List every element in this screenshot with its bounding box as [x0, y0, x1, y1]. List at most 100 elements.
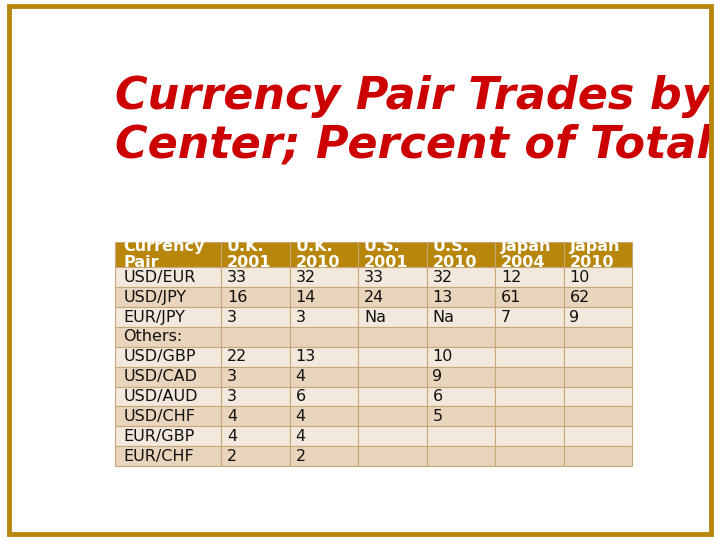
Bar: [222, 241, 290, 267]
Bar: [290, 267, 359, 287]
Text: 3: 3: [227, 369, 237, 384]
Bar: [359, 446, 427, 466]
Bar: [495, 287, 564, 307]
Text: 5: 5: [433, 409, 443, 424]
Bar: [115, 241, 222, 267]
Bar: [495, 387, 564, 407]
Bar: [359, 407, 427, 426]
Text: 10: 10: [433, 349, 453, 364]
Bar: [564, 407, 632, 426]
Text: 12: 12: [501, 270, 521, 285]
Bar: [495, 347, 564, 367]
Bar: [222, 446, 290, 466]
Bar: [115, 426, 222, 446]
Text: USD/CHF: USD/CHF: [124, 409, 196, 424]
Bar: [290, 307, 359, 327]
Bar: [222, 327, 290, 347]
Bar: [115, 367, 222, 387]
Text: 6: 6: [433, 389, 443, 404]
Bar: [495, 407, 564, 426]
Bar: [359, 287, 427, 307]
Bar: [222, 387, 290, 407]
Bar: [359, 387, 427, 407]
Text: U.K.
2001: U.K. 2001: [227, 239, 271, 270]
Text: Currency Pair Trades by Market
Center; Percent of Total for: Currency Pair Trades by Market Center; P…: [115, 75, 720, 166]
Text: 4: 4: [227, 429, 237, 444]
Bar: [115, 327, 222, 347]
Text: EUR/JPY: EUR/JPY: [124, 309, 186, 325]
Bar: [115, 267, 222, 287]
Text: 33: 33: [227, 270, 247, 285]
Bar: [115, 287, 222, 307]
Text: Currency
Pair: Currency Pair: [124, 239, 205, 270]
Bar: [290, 387, 359, 407]
Bar: [222, 407, 290, 426]
Bar: [564, 446, 632, 466]
Bar: [359, 307, 427, 327]
Bar: [290, 241, 359, 267]
Text: USD/JPY: USD/JPY: [124, 289, 186, 305]
Text: 13: 13: [433, 289, 453, 305]
Text: 3: 3: [227, 389, 237, 404]
Bar: [427, 347, 495, 367]
Text: 4: 4: [295, 429, 305, 444]
Text: 4: 4: [295, 409, 305, 424]
Text: 62: 62: [570, 289, 590, 305]
Bar: [564, 307, 632, 327]
Text: USD/EUR: USD/EUR: [124, 270, 196, 285]
Text: Na: Na: [433, 309, 454, 325]
Bar: [427, 241, 495, 267]
Bar: [290, 327, 359, 347]
Bar: [495, 367, 564, 387]
Text: 3: 3: [295, 309, 305, 325]
Text: 9: 9: [433, 369, 443, 384]
Bar: [359, 241, 427, 267]
Text: 13: 13: [295, 349, 316, 364]
Bar: [427, 307, 495, 327]
Bar: [359, 347, 427, 367]
Bar: [495, 327, 564, 347]
Text: EUR/GBP: EUR/GBP: [124, 429, 195, 444]
Text: 4: 4: [227, 409, 237, 424]
Bar: [564, 347, 632, 367]
Bar: [115, 387, 222, 407]
Bar: [427, 407, 495, 426]
Bar: [290, 347, 359, 367]
Bar: [564, 287, 632, 307]
Bar: [222, 307, 290, 327]
Bar: [359, 327, 427, 347]
Text: 32: 32: [433, 270, 453, 285]
Bar: [495, 426, 564, 446]
Bar: [564, 387, 632, 407]
Bar: [222, 287, 290, 307]
Text: 14: 14: [295, 289, 316, 305]
Bar: [359, 367, 427, 387]
Text: Na: Na: [364, 309, 386, 325]
Text: 6: 6: [295, 389, 305, 404]
Bar: [427, 367, 495, 387]
Text: 7: 7: [501, 309, 511, 325]
Bar: [222, 426, 290, 446]
Text: 3: 3: [227, 309, 237, 325]
Bar: [115, 307, 222, 327]
Bar: [427, 327, 495, 347]
Text: 10: 10: [570, 270, 590, 285]
Text: Japan
2004: Japan 2004: [501, 239, 552, 270]
Text: U.S.
2001: U.S. 2001: [364, 239, 408, 270]
Text: U.S.
2010: U.S. 2010: [433, 239, 477, 270]
Bar: [115, 446, 222, 466]
Bar: [359, 267, 427, 287]
Bar: [564, 241, 632, 267]
Bar: [495, 307, 564, 327]
Bar: [427, 426, 495, 446]
Bar: [115, 407, 222, 426]
Text: 61: 61: [501, 289, 521, 305]
Text: USD/CAD: USD/CAD: [124, 369, 197, 384]
Bar: [495, 446, 564, 466]
Bar: [427, 267, 495, 287]
Bar: [222, 347, 290, 367]
Text: 9: 9: [570, 309, 580, 325]
Bar: [222, 367, 290, 387]
Text: EUR/CHF: EUR/CHF: [124, 449, 194, 464]
Text: 33: 33: [364, 270, 384, 285]
